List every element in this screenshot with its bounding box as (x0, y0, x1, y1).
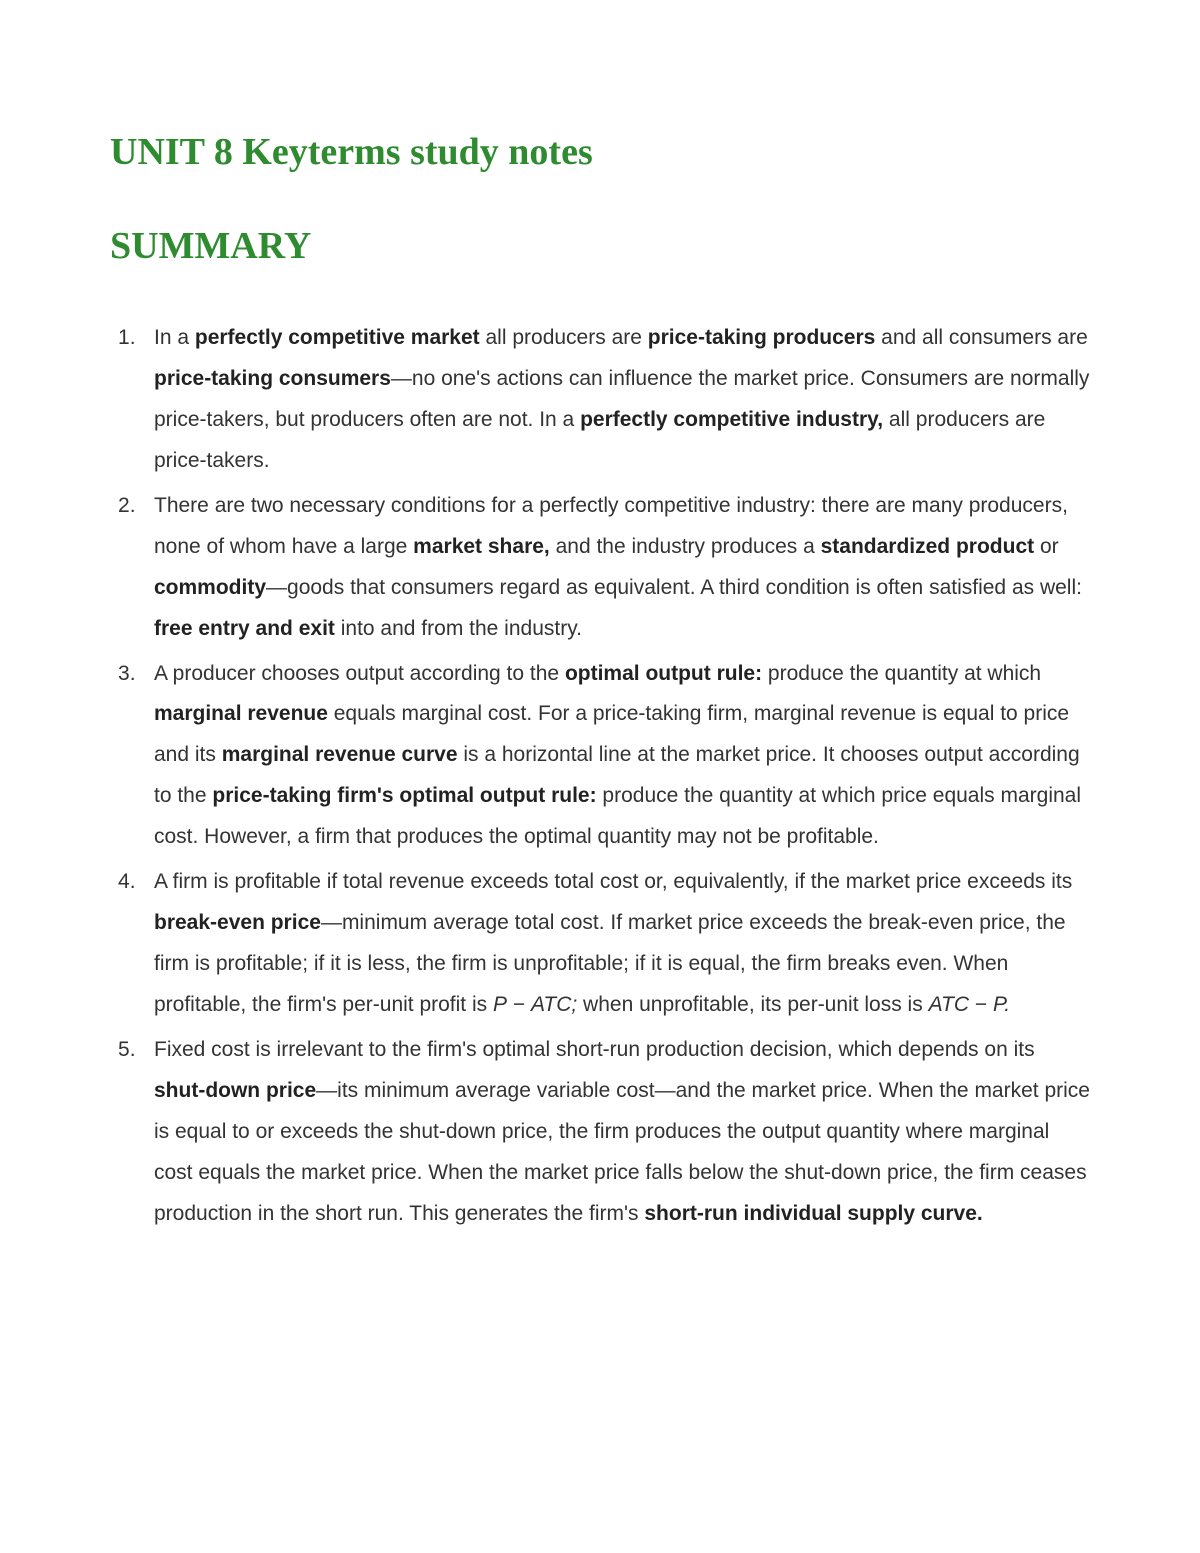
summary-item-3: A producer chooses output according to t… (110, 654, 1090, 859)
text-segment: short-run individual supply curve. (644, 1202, 982, 1225)
text-segment: ATC (929, 993, 969, 1016)
text-segment: P. (993, 993, 1010, 1016)
text-segment: P (493, 993, 507, 1016)
text-segment: standardized product (821, 535, 1035, 558)
text-segment: perfectly competitive market (195, 326, 480, 349)
summary-item-5: Fixed cost is irrelevant to the firm's o… (110, 1030, 1090, 1235)
text-segment: ATC; (531, 993, 577, 1016)
text-segment: break-even price (154, 911, 321, 934)
summary-item-2: There are two necessary conditions for a… (110, 486, 1090, 650)
text-segment: price-taking firm's optimal output rule: (212, 784, 596, 807)
text-segment: shut-down price (154, 1079, 316, 1102)
text-segment: perfectly competitive industry, (580, 408, 883, 431)
summary-item-1: In a perfectly competitive market all pr… (110, 318, 1090, 482)
summary-item-4: A firm is profitable if total revenue ex… (110, 862, 1090, 1026)
text-segment: price-taking producers (648, 326, 876, 349)
text-segment: commodity (154, 576, 266, 599)
page-title: UNIT 8 Keyterms study notes (110, 130, 1090, 174)
text-segment: marginal revenue (154, 702, 328, 725)
text-segment: market share, (413, 535, 550, 558)
text-segment: optimal output rule: (565, 662, 762, 685)
text-segment: price-taking consumers (154, 367, 391, 390)
summary-heading: SUMMARY (110, 224, 1090, 268)
text-segment: marginal revenue curve (222, 743, 458, 766)
text-segment: free entry and exit (154, 617, 335, 640)
summary-list: In a perfectly competitive market all pr… (110, 318, 1090, 1235)
